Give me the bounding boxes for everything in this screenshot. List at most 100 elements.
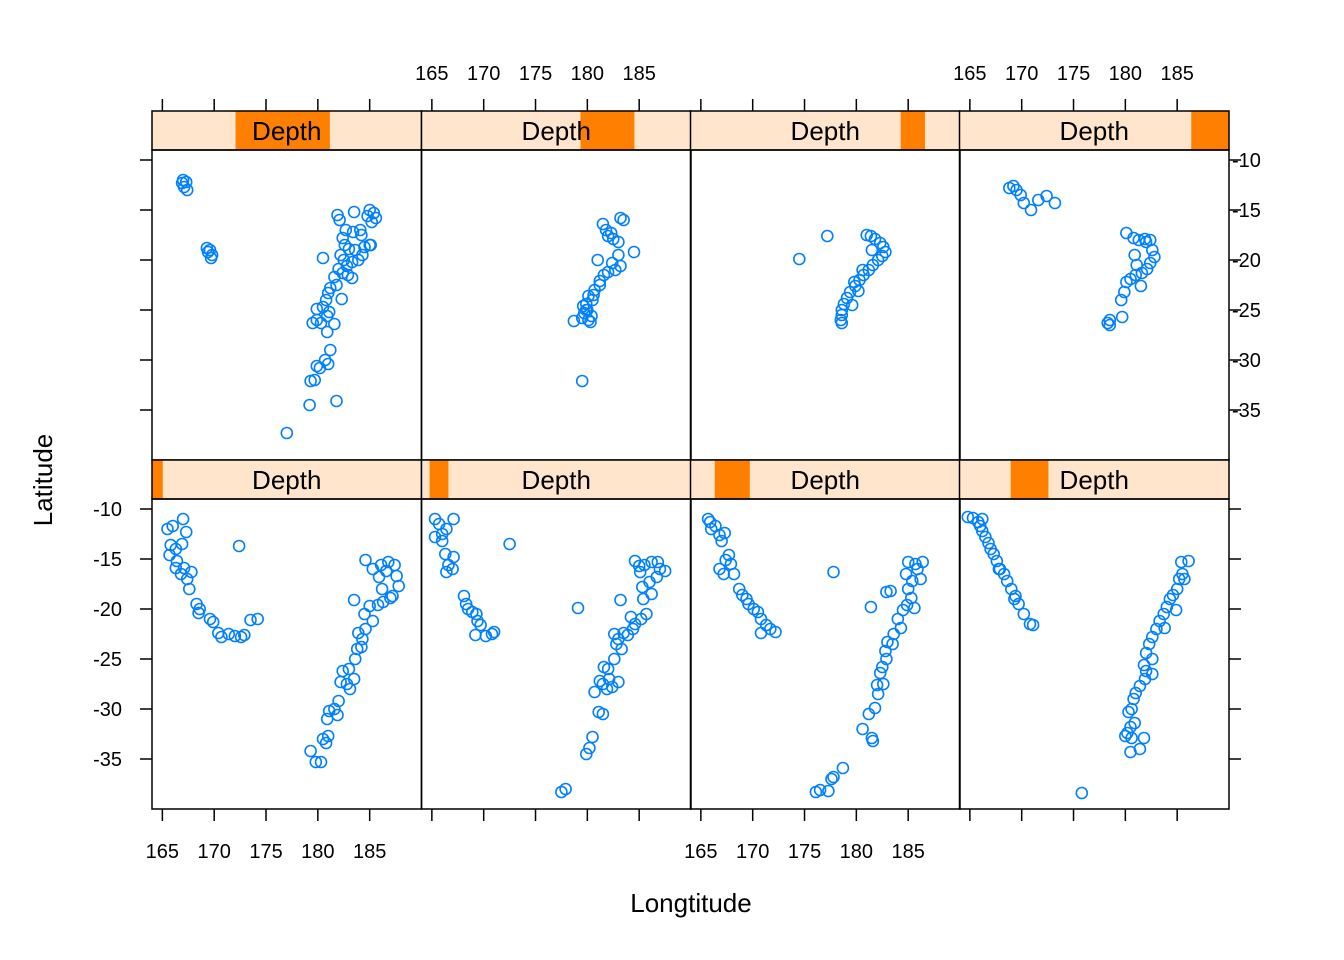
data-point	[845, 298, 859, 312]
data-point	[607, 652, 621, 666]
data-point	[1130, 258, 1143, 272]
data-point	[914, 572, 927, 586]
x-tick-label-top: 180	[571, 63, 604, 85]
data-point	[428, 530, 442, 544]
data-point	[280, 426, 294, 440]
strip-label: Depth	[791, 465, 860, 495]
data-point	[990, 554, 1004, 568]
data-point	[1119, 729, 1132, 743]
panels-layer: Depth Depth Depth Depth Depth Depth Depth Depth	[151, 110, 1230, 810]
data-point	[222, 627, 235, 641]
panel-7: Depth	[689, 459, 961, 810]
data-point	[487, 625, 501, 639]
x-tick-label-bottom: 175	[249, 841, 282, 863]
data-point	[345, 271, 359, 285]
data-point	[727, 567, 741, 581]
strip-label: Depth	[1060, 116, 1129, 146]
data-point	[827, 565, 840, 579]
data-point	[1139, 664, 1153, 678]
data-point	[715, 534, 728, 548]
data-point	[1048, 196, 1062, 210]
data-point	[435, 527, 449, 541]
data-point	[635, 580, 649, 594]
data-point	[1142, 637, 1156, 651]
data-point	[390, 569, 403, 583]
data-point	[359, 553, 372, 567]
data-point	[873, 666, 887, 680]
data-point	[987, 547, 1001, 561]
data-point	[866, 734, 880, 748]
data-point	[1014, 188, 1028, 202]
data-point	[579, 303, 593, 317]
data-point	[192, 606, 205, 620]
data-point	[1163, 592, 1177, 606]
strip-range-indicator	[580, 111, 635, 150]
data-point	[304, 744, 317, 758]
data-point	[886, 637, 899, 651]
data-point	[204, 251, 218, 265]
data-point	[593, 274, 607, 288]
panel-frame	[151, 149, 423, 461]
y-tick-label-right: -15	[1232, 200, 1261, 222]
data-point	[593, 674, 607, 688]
data-point	[358, 607, 371, 621]
data-point	[366, 614, 380, 628]
data-point	[435, 534, 449, 548]
data-point	[908, 601, 921, 615]
data-point	[206, 615, 220, 629]
strip-range-indicator	[152, 460, 163, 499]
data-point	[614, 593, 627, 607]
data-point	[875, 249, 889, 263]
data-point	[442, 558, 455, 572]
data-point	[608, 263, 622, 277]
data-point	[438, 547, 452, 561]
data-point	[875, 660, 889, 674]
x-tick-label-bottom: 180	[840, 841, 873, 863]
strip-range-indicator	[1010, 460, 1049, 499]
data-point	[343, 682, 357, 696]
strip-background	[421, 460, 691, 499]
x-tick-label-bottom: 170	[198, 841, 231, 863]
data-point	[887, 627, 901, 641]
data-point	[856, 263, 869, 277]
data-point	[575, 374, 589, 388]
data-point	[345, 255, 359, 269]
data-point	[232, 539, 246, 553]
data-point	[870, 678, 884, 692]
data-point	[321, 286, 335, 300]
data-point	[638, 558, 651, 572]
strip-background	[959, 460, 1229, 499]
data-point	[310, 359, 324, 373]
strip-label: Depth	[791, 116, 860, 146]
panel-frame	[420, 498, 692, 810]
data-point	[852, 284, 865, 298]
data-point	[825, 772, 838, 786]
y-tick-label-right: -35	[1232, 400, 1261, 422]
data-point	[1128, 716, 1141, 730]
data-point	[320, 712, 334, 726]
strip-label: Depth	[252, 116, 321, 146]
strip-background	[152, 460, 422, 499]
data-point	[1137, 658, 1151, 672]
data-point	[1024, 203, 1038, 217]
data-point	[392, 579, 406, 593]
y-tick-label-left: -15	[93, 549, 122, 571]
data-point	[769, 625, 782, 639]
data-point	[645, 587, 658, 601]
data-point	[347, 593, 361, 607]
x-tick-label-top: 175	[1057, 63, 1090, 85]
data-point	[371, 598, 385, 612]
data-point	[316, 251, 330, 265]
data-point	[586, 730, 599, 744]
data-point	[334, 675, 347, 689]
data-point	[751, 605, 765, 619]
data-point	[244, 613, 257, 627]
data-point	[313, 361, 327, 375]
data-point	[316, 732, 330, 746]
panel-1: Depth	[151, 110, 423, 461]
data-point	[330, 278, 343, 292]
data-point	[314, 316, 328, 330]
data-point	[1125, 702, 1138, 716]
data-point	[555, 785, 568, 799]
